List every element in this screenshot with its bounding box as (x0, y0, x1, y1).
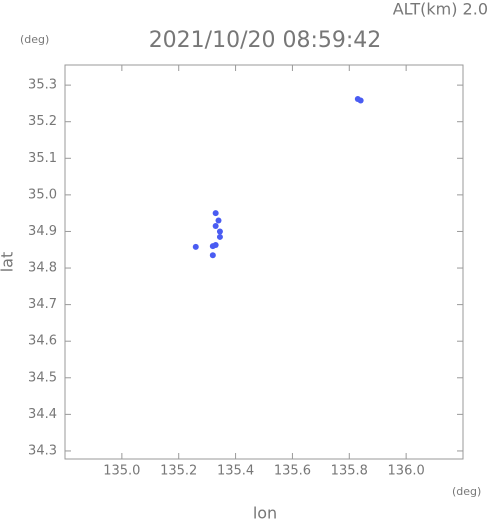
echo-point (354, 96, 361, 103)
echo-point (212, 241, 219, 248)
y-unit: (deg) (20, 33, 49, 46)
y-tick-label: 35.1 (28, 151, 57, 166)
x-axis-label: lon (253, 504, 277, 521)
echo-point (212, 210, 219, 217)
y-axis-label: lat (0, 252, 17, 273)
x-tick-label: 135.0 (103, 464, 140, 479)
y-tick-label: 34.4 (28, 407, 57, 422)
y-tick-label: 35.2 (28, 114, 57, 129)
x-tick-label: 135.6 (274, 464, 311, 479)
x-tick-label: 135.4 (217, 464, 254, 479)
x-unit: (deg) (452, 485, 481, 498)
y-tick-label: 34.6 (28, 334, 57, 349)
x-tick-label: 135.2 (160, 464, 197, 479)
echo-point (192, 243, 199, 250)
echo-point (216, 228, 223, 235)
y-tick-label: 35.3 (28, 78, 57, 93)
x-tick-label: 136.0 (388, 464, 425, 479)
y-tick-label: 34.3 (28, 443, 57, 458)
echo-point (209, 252, 216, 259)
y-tick-label: 34.7 (28, 297, 57, 312)
y-tick-label: 34.8 (28, 261, 57, 276)
y-tick-label: 34.9 (28, 224, 57, 239)
y-tick-label: 34.5 (28, 370, 57, 385)
echo-point (212, 222, 219, 229)
annotation: ALT(km) 2.0 (393, 0, 488, 19)
y-tick-label: 35.0 (28, 187, 57, 202)
echo-point (216, 233, 223, 240)
x-tick-label: 135.8 (331, 464, 368, 479)
echo-point (215, 217, 222, 224)
plot-frame (64, 64, 464, 460)
chart-title: 2021/10/20 08:59:42 (149, 28, 382, 53)
